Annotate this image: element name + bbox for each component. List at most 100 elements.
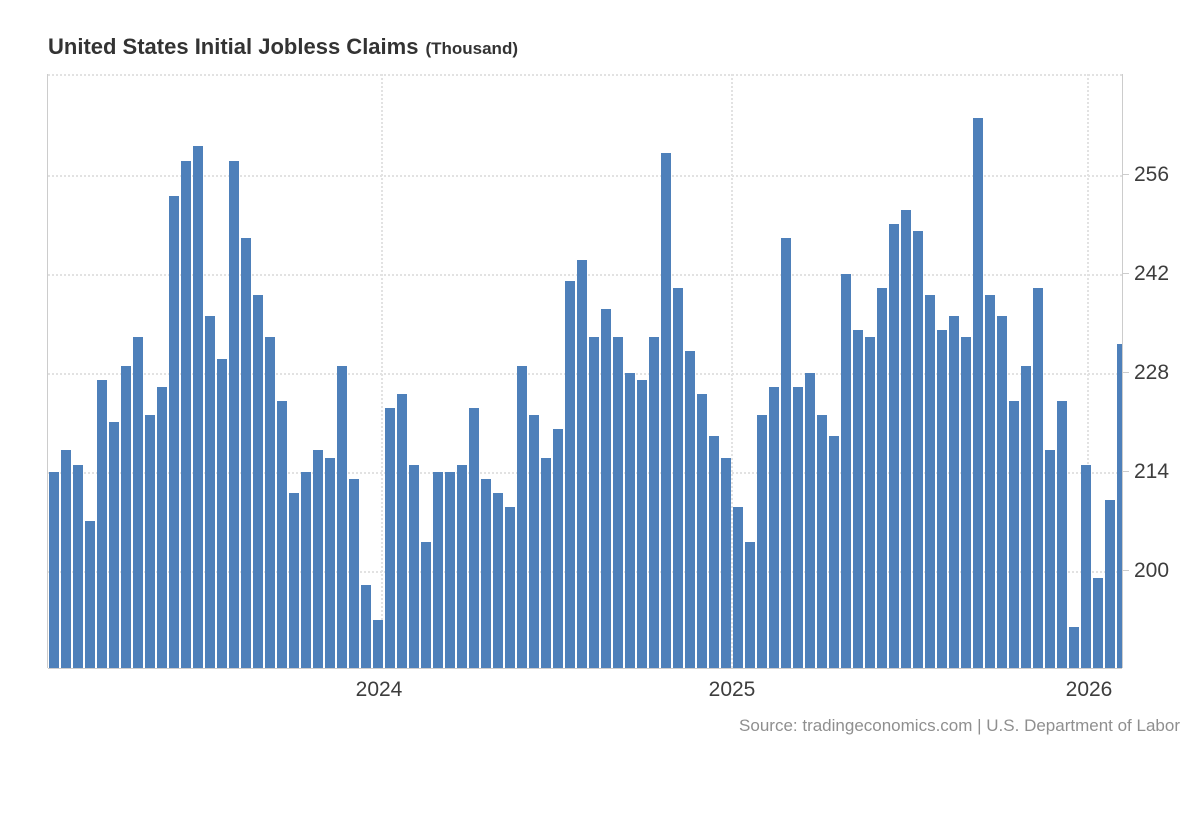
- bar[interactable]: [601, 309, 611, 668]
- bar[interactable]: [745, 542, 755, 668]
- y-tick-mark: [1122, 570, 1129, 572]
- bar[interactable]: [973, 118, 983, 668]
- bar[interactable]: [61, 450, 71, 668]
- bar[interactable]: [949, 316, 959, 668]
- bar[interactable]: [1009, 400, 1019, 668]
- bar[interactable]: [673, 287, 683, 668]
- bar[interactable]: [649, 337, 659, 668]
- bar[interactable]: [109, 422, 119, 668]
- bar[interactable]: [877, 287, 887, 668]
- bar[interactable]: [313, 450, 323, 668]
- bar[interactable]: [133, 337, 143, 668]
- bar[interactable]: [445, 471, 455, 668]
- bar[interactable]: [961, 337, 971, 668]
- bar[interactable]: [217, 358, 227, 668]
- bar[interactable]: [1069, 627, 1079, 668]
- bar[interactable]: [433, 471, 443, 668]
- bar[interactable]: [721, 457, 731, 668]
- bar[interactable]: [1021, 365, 1031, 668]
- bar[interactable]: [1117, 344, 1122, 668]
- bar[interactable]: [145, 415, 155, 668]
- bar[interactable]: [469, 408, 479, 668]
- bar[interactable]: [661, 153, 671, 668]
- bar[interactable]: [49, 471, 59, 668]
- bar[interactable]: [829, 436, 839, 668]
- bar[interactable]: [361, 584, 371, 668]
- bar[interactable]: [1093, 577, 1103, 668]
- bar[interactable]: [817, 415, 827, 668]
- bar[interactable]: [241, 238, 251, 668]
- bar[interactable]: [253, 294, 263, 668]
- bar[interactable]: [841, 273, 851, 668]
- bar[interactable]: [373, 620, 383, 668]
- bar[interactable]: [937, 330, 947, 668]
- bar[interactable]: [985, 294, 995, 668]
- bar[interactable]: [853, 330, 863, 668]
- bar[interactable]: [1105, 499, 1115, 668]
- bar[interactable]: [697, 393, 707, 668]
- bar[interactable]: [385, 408, 395, 668]
- chart-plot-area[interactable]: [48, 74, 1122, 668]
- bar[interactable]: [169, 195, 179, 668]
- bar[interactable]: [1033, 287, 1043, 668]
- bar[interactable]: [577, 259, 587, 668]
- bar[interactable]: [553, 429, 563, 668]
- bar[interactable]: [481, 478, 491, 668]
- bar[interactable]: [709, 436, 719, 668]
- bar[interactable]: [793, 386, 803, 668]
- bar[interactable]: [997, 316, 1007, 668]
- bar[interactable]: [1081, 464, 1091, 668]
- bar[interactable]: [1057, 400, 1067, 668]
- bar[interactable]: [193, 146, 203, 668]
- bar[interactable]: [301, 471, 311, 668]
- chart-title-row: United States Initial Jobless Claims (Tho…: [48, 34, 518, 60]
- bar[interactable]: [589, 337, 599, 668]
- bar[interactable]: [493, 492, 503, 668]
- bar[interactable]: [505, 507, 515, 668]
- bar[interactable]: [349, 478, 359, 668]
- bar[interactable]: [121, 365, 131, 668]
- y-tick-mark: [1122, 372, 1129, 374]
- bar[interactable]: [769, 386, 779, 668]
- bar[interactable]: [541, 457, 551, 668]
- bar[interactable]: [781, 238, 791, 668]
- bar[interactable]: [157, 386, 167, 668]
- bar[interactable]: [73, 464, 83, 668]
- bar[interactable]: [529, 415, 539, 668]
- bar[interactable]: [265, 337, 275, 668]
- bar[interactable]: [625, 372, 635, 668]
- bar[interactable]: [925, 294, 935, 668]
- bar[interactable]: [85, 521, 95, 668]
- bar[interactable]: [1045, 450, 1055, 668]
- bar[interactable]: [229, 160, 239, 668]
- bar[interactable]: [805, 372, 815, 668]
- bar[interactable]: [337, 365, 347, 668]
- bar[interactable]: [733, 507, 743, 668]
- bar[interactable]: [889, 224, 899, 668]
- bar[interactable]: [397, 393, 407, 668]
- bar[interactable]: [901, 210, 911, 668]
- bar[interactable]: [685, 351, 695, 668]
- bar[interactable]: [757, 415, 767, 668]
- bar[interactable]: [277, 400, 287, 668]
- bar[interactable]: [205, 316, 215, 668]
- bar[interactable]: [325, 457, 335, 668]
- bar[interactable]: [637, 379, 647, 668]
- top-gridline: [48, 74, 1122, 76]
- bar[interactable]: [409, 464, 419, 668]
- bar[interactable]: [613, 337, 623, 668]
- bar[interactable]: [865, 337, 875, 668]
- bar[interactable]: [457, 464, 467, 668]
- right-axis-line: [1122, 74, 1123, 668]
- bar[interactable]: [181, 160, 191, 668]
- bar[interactable]: [913, 231, 923, 668]
- bar[interactable]: [289, 492, 299, 668]
- v-gridline: [1087, 74, 1089, 668]
- h-gridline: [48, 174, 1122, 177]
- y-tick-label: 256: [1134, 162, 1170, 186]
- bar[interactable]: [421, 542, 431, 668]
- bar[interactable]: [97, 379, 107, 668]
- bar[interactable]: [517, 365, 527, 668]
- bar[interactable]: [565, 280, 575, 668]
